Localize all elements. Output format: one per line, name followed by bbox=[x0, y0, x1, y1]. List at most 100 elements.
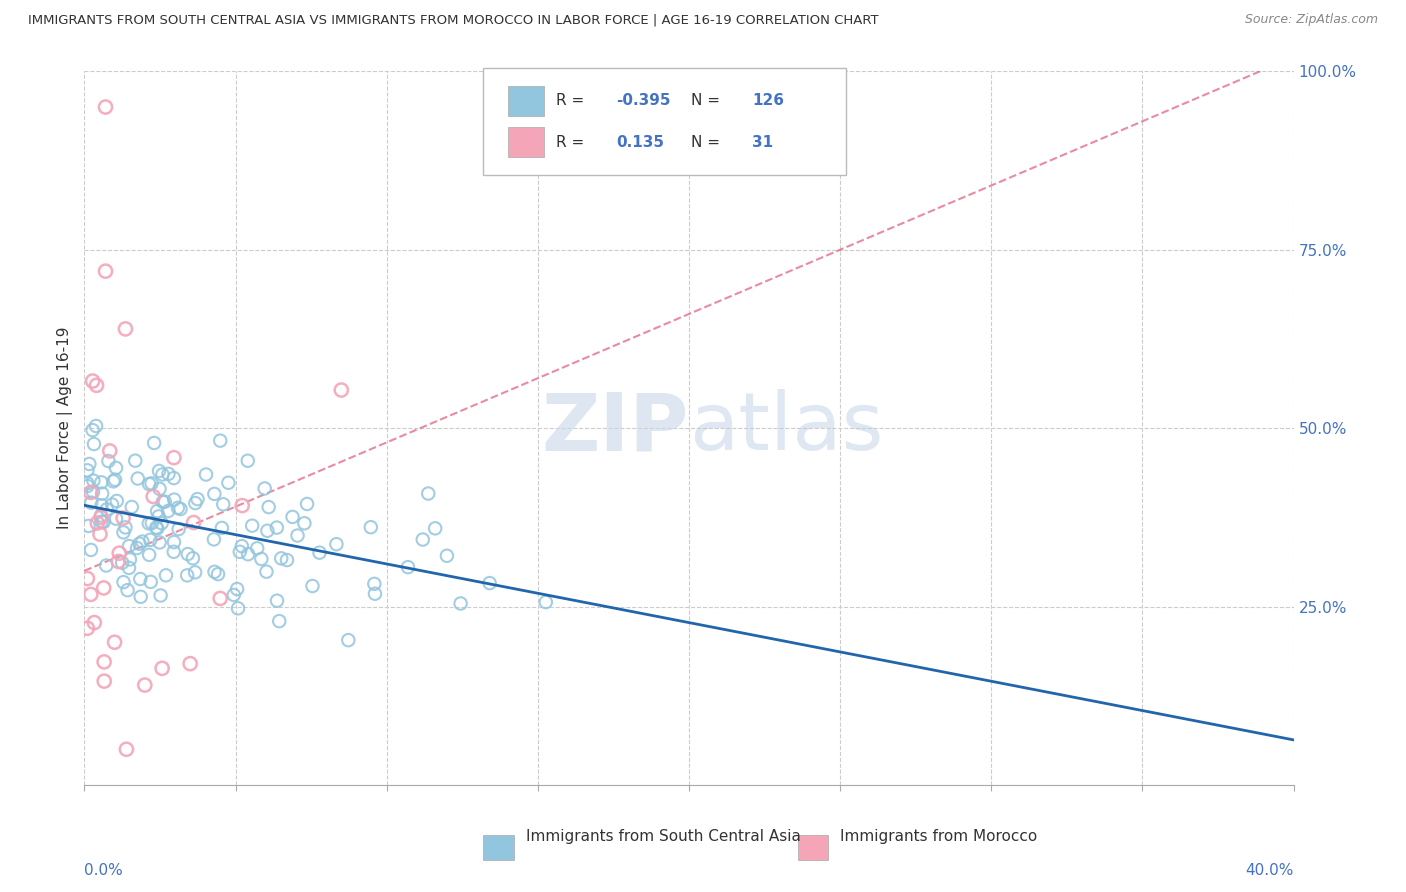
Point bbox=[266, 520, 288, 534]
Point bbox=[114, 520, 136, 534]
Point bbox=[125, 541, 148, 555]
Point bbox=[76, 476, 98, 491]
Point bbox=[269, 614, 291, 628]
Y-axis label: In Labor Force | Age 16-19: In Labor Force | Age 16-19 bbox=[58, 326, 73, 530]
Text: N =: N = bbox=[692, 135, 720, 150]
Point bbox=[148, 535, 170, 549]
Point bbox=[86, 516, 108, 530]
Point bbox=[276, 553, 298, 567]
Point bbox=[114, 322, 136, 336]
Text: ZIP: ZIP bbox=[541, 389, 689, 467]
Point bbox=[246, 541, 269, 556]
Text: R =: R = bbox=[555, 93, 583, 108]
Point bbox=[226, 582, 249, 596]
Point bbox=[412, 533, 434, 547]
Point bbox=[308, 546, 330, 560]
Point bbox=[360, 520, 382, 534]
Point bbox=[117, 583, 139, 598]
Point bbox=[207, 567, 229, 582]
Point bbox=[184, 566, 207, 580]
Point bbox=[82, 423, 104, 437]
Point bbox=[90, 498, 112, 512]
Point bbox=[149, 589, 172, 603]
Text: -0.395: -0.395 bbox=[616, 93, 671, 108]
Point bbox=[76, 621, 98, 635]
Text: atlas: atlas bbox=[689, 389, 883, 467]
Point bbox=[396, 560, 419, 574]
Point bbox=[104, 473, 127, 487]
Point bbox=[157, 467, 180, 481]
Point bbox=[131, 534, 153, 549]
Point bbox=[96, 558, 118, 573]
Point bbox=[145, 520, 167, 534]
Point bbox=[163, 492, 186, 507]
Point bbox=[176, 568, 198, 582]
Point bbox=[90, 475, 112, 490]
Point bbox=[146, 521, 169, 535]
Point bbox=[124, 453, 146, 467]
Point bbox=[112, 511, 135, 525]
Text: 40.0%: 40.0% bbox=[1246, 863, 1294, 879]
Point bbox=[112, 525, 135, 540]
Point bbox=[292, 516, 315, 531]
FancyBboxPatch shape bbox=[508, 87, 544, 116]
Point bbox=[82, 374, 104, 388]
Point bbox=[152, 467, 174, 482]
Point bbox=[337, 633, 360, 648]
Point bbox=[236, 547, 259, 561]
Point bbox=[93, 655, 115, 669]
Point bbox=[139, 574, 162, 589]
Point bbox=[141, 516, 163, 530]
Point bbox=[250, 552, 273, 566]
Point bbox=[450, 597, 472, 611]
Point bbox=[222, 588, 245, 602]
Point bbox=[364, 587, 387, 601]
Point bbox=[253, 482, 276, 496]
Point bbox=[181, 551, 204, 566]
Point bbox=[270, 551, 292, 566]
Point bbox=[138, 477, 160, 491]
Point bbox=[150, 516, 173, 531]
Point bbox=[163, 450, 186, 465]
Point bbox=[240, 518, 263, 533]
Point bbox=[90, 508, 112, 523]
Text: Immigrants from South Central Asia: Immigrants from South Central Asia bbox=[526, 829, 800, 844]
Point bbox=[79, 485, 101, 500]
Point bbox=[89, 527, 111, 541]
Point bbox=[148, 509, 170, 524]
Point bbox=[236, 453, 259, 467]
Point bbox=[98, 444, 121, 458]
Point bbox=[105, 494, 128, 508]
Point bbox=[143, 436, 166, 450]
Point bbox=[107, 554, 129, 568]
Point bbox=[202, 533, 225, 547]
Point bbox=[281, 509, 304, 524]
Point bbox=[418, 486, 440, 500]
Point bbox=[105, 461, 128, 475]
Point bbox=[82, 484, 104, 499]
Point bbox=[108, 546, 131, 560]
FancyBboxPatch shape bbox=[484, 68, 846, 175]
Point bbox=[80, 587, 103, 601]
Point bbox=[363, 577, 385, 591]
Point bbox=[134, 678, 156, 692]
Point bbox=[80, 496, 103, 510]
Point bbox=[129, 590, 152, 604]
Point bbox=[229, 545, 252, 559]
Text: Immigrants from Morocco: Immigrants from Morocco bbox=[841, 829, 1038, 844]
Point bbox=[179, 657, 201, 671]
Point bbox=[77, 519, 100, 533]
Point bbox=[121, 500, 143, 514]
Point bbox=[148, 464, 170, 478]
Point bbox=[295, 497, 318, 511]
Point bbox=[209, 591, 232, 606]
Point bbox=[256, 565, 278, 579]
Point bbox=[93, 581, 115, 595]
Point bbox=[96, 502, 118, 516]
Point bbox=[231, 539, 253, 553]
Point bbox=[425, 521, 447, 535]
Point bbox=[204, 565, 226, 579]
Point bbox=[169, 502, 191, 516]
FancyBboxPatch shape bbox=[508, 127, 544, 157]
Point bbox=[301, 579, 323, 593]
